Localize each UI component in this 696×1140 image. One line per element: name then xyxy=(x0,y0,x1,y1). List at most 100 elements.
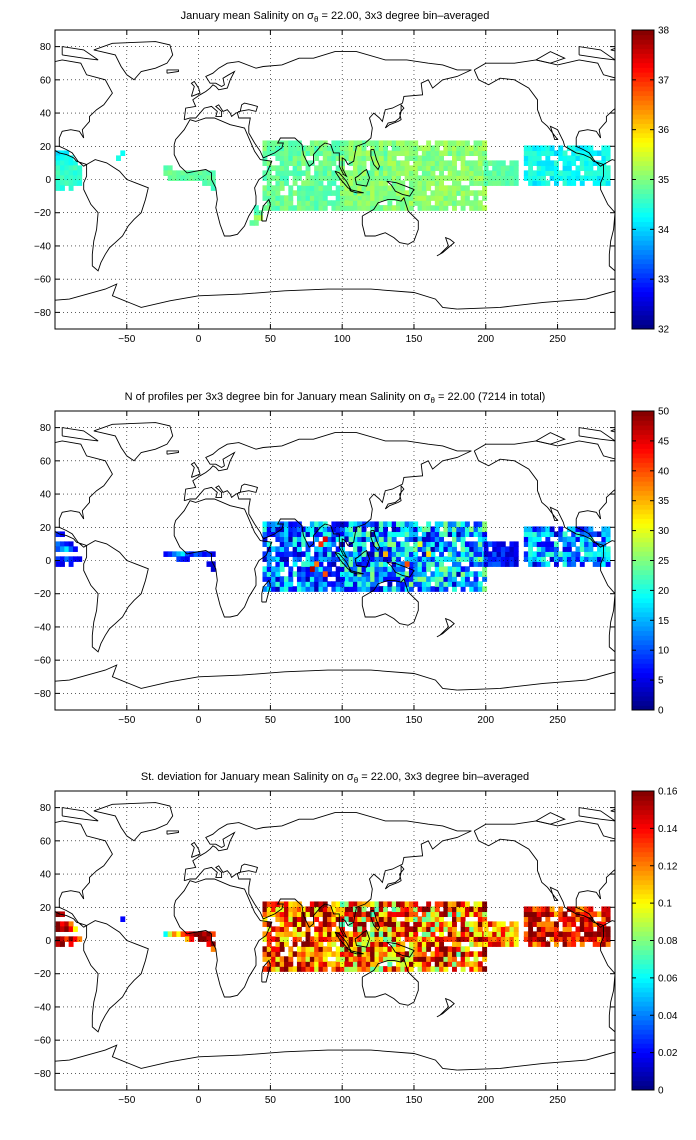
colorbar-tick-label: 0 xyxy=(658,1086,664,1097)
bin-cell xyxy=(464,571,470,577)
bin-cell xyxy=(400,205,406,211)
bin-cell xyxy=(443,200,449,206)
bin-cell xyxy=(492,931,498,937)
bin-cell xyxy=(396,145,401,152)
bin-cell xyxy=(292,536,298,542)
bin-cell xyxy=(374,946,380,952)
bin-cell xyxy=(327,546,333,552)
bin-cell xyxy=(487,551,493,557)
bin-cell xyxy=(318,956,324,962)
bin-cell xyxy=(473,586,479,592)
bin-cell xyxy=(391,165,397,171)
bin-cell xyxy=(464,175,470,181)
bin-cell xyxy=(513,561,519,567)
bin-cell xyxy=(439,521,445,528)
colorbar-swatch xyxy=(632,462,654,468)
bin-cell xyxy=(64,556,70,562)
bin-cell xyxy=(469,941,475,947)
bin-cell xyxy=(528,160,534,166)
colorbar-swatch xyxy=(632,537,654,543)
bin-cell xyxy=(352,561,358,567)
bin-cell xyxy=(322,951,328,957)
bin-cell xyxy=(396,170,401,176)
bin-cell xyxy=(348,145,354,152)
bin-cell xyxy=(421,546,427,552)
bin-cell xyxy=(348,946,354,952)
bin-cell xyxy=(262,916,268,922)
bin-cell xyxy=(452,936,457,942)
bin-cell xyxy=(473,901,479,908)
bin-cell xyxy=(365,901,371,908)
colorbar-swatch xyxy=(632,495,654,501)
coastline xyxy=(370,910,380,932)
bin-cell xyxy=(296,911,302,918)
bin-cell xyxy=(413,145,419,152)
bin-cell xyxy=(443,190,449,196)
bin-cell xyxy=(426,961,432,967)
bin-cell xyxy=(477,921,483,927)
bin-cell xyxy=(417,526,423,533)
bin-cell xyxy=(383,140,389,147)
coastline xyxy=(183,812,472,939)
bin-cell xyxy=(309,195,315,201)
bin-cell xyxy=(426,556,432,562)
bin-cell xyxy=(383,966,389,972)
bin-cell xyxy=(413,571,419,577)
bin-cell xyxy=(378,571,384,577)
bin-cell xyxy=(266,140,272,147)
bin-cell xyxy=(391,576,397,582)
bin-cell xyxy=(68,546,74,552)
bin-cell xyxy=(417,921,423,927)
colorbar-swatch xyxy=(632,123,654,129)
bin-cell xyxy=(571,561,577,567)
coastline xyxy=(349,950,364,955)
colorbar-swatch xyxy=(632,411,654,417)
bin-cell xyxy=(335,195,341,201)
bin-cell xyxy=(262,571,268,577)
colorbar-swatch xyxy=(632,982,654,988)
bin-cell xyxy=(387,951,393,957)
bin-cell xyxy=(404,526,410,533)
bin-cell xyxy=(460,170,466,176)
bin-cell xyxy=(348,556,354,562)
bin-cell xyxy=(404,140,410,147)
bin-cell xyxy=(309,145,315,152)
bin-cell xyxy=(408,150,414,157)
bin-cell xyxy=(284,195,289,201)
bin-cell xyxy=(562,155,568,161)
bin-cell xyxy=(309,906,315,913)
bin-cell xyxy=(288,541,294,547)
bin-cell xyxy=(314,145,320,152)
bin-cell xyxy=(396,921,401,927)
bin-cell xyxy=(541,150,546,157)
bin-cell xyxy=(318,961,324,967)
bin-cell xyxy=(72,175,78,181)
bin-cell xyxy=(404,200,410,206)
bin-cell xyxy=(357,170,363,176)
bin-cell xyxy=(344,936,350,942)
bin-cell xyxy=(370,526,376,533)
bin-cell xyxy=(365,180,371,186)
colorbar-swatch xyxy=(632,300,654,307)
bin-cell xyxy=(266,531,272,538)
bin-cell xyxy=(314,586,320,592)
bin-cell xyxy=(509,541,515,547)
bin-cell xyxy=(344,175,350,181)
bin-cell xyxy=(383,150,389,157)
bin-cell xyxy=(357,155,363,161)
bin-cell xyxy=(305,571,311,577)
bin-cell xyxy=(391,956,397,962)
bin-cell xyxy=(357,566,363,572)
bin-cell xyxy=(314,956,320,962)
bin-cell xyxy=(473,145,479,152)
bin-cell xyxy=(452,951,457,957)
bin-cell xyxy=(566,551,572,557)
bin-cell xyxy=(189,170,195,176)
bin-cell xyxy=(348,140,354,147)
bin-cell xyxy=(331,581,337,587)
bin-cell xyxy=(439,180,445,186)
bin-cell xyxy=(331,961,337,967)
bin-cell xyxy=(513,926,519,932)
bin-cell xyxy=(387,581,393,587)
colorbar-swatch xyxy=(632,700,654,706)
